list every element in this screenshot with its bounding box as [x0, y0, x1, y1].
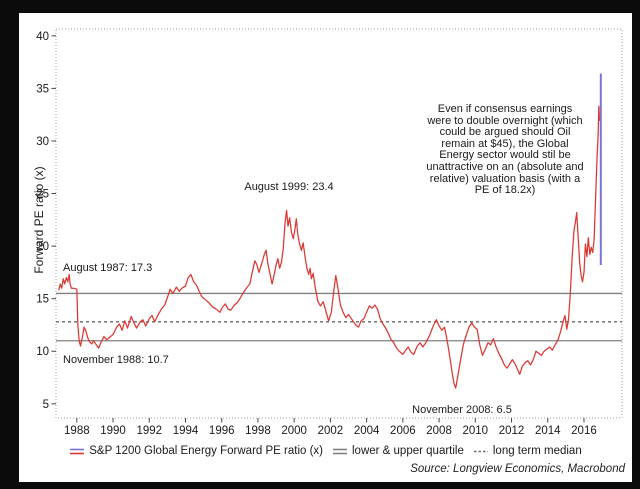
plot-area: 5 10 15 20 25 30 35 40 1988 1990 1992 1994 1996 1998 2…	[36, 28, 623, 437]
svg-text:25: 25	[36, 189, 49, 201]
legend-label-median: long term median	[492, 445, 582, 457]
quartile-lines-icon	[333, 448, 347, 454]
svg-text:2004: 2004	[354, 425, 380, 437]
annotation-november-1988: November 1988: 10.7	[63, 354, 169, 366]
svg-text:2006: 2006	[390, 425, 416, 437]
svg-text:35: 35	[36, 83, 49, 95]
svg-text:1988: 1988	[64, 425, 90, 437]
svg-text:40: 40	[36, 31, 49, 43]
svg-text:2008: 2008	[426, 425, 452, 437]
svg-text:1990: 1990	[100, 425, 126, 437]
svg-text:30: 30	[36, 136, 49, 148]
svg-text:1998: 1998	[245, 425, 271, 437]
legend-item-series: S&P 1200 Global Energy Forward PE ratio …	[69, 445, 323, 457]
svg-text:2014: 2014	[535, 425, 561, 437]
svg-text:10: 10	[36, 346, 49, 358]
annotation-november-2008: November 2008: 6.5	[412, 404, 512, 416]
svg-text:2010: 2010	[462, 425, 488, 437]
svg-text:2016: 2016	[571, 425, 597, 437]
annotation-august-1999: August 1999: 23.4	[244, 181, 334, 193]
legend-item-quartiles: lower & upper quartile	[332, 445, 464, 457]
svg-text:5: 5	[43, 399, 49, 411]
svg-text:2012: 2012	[499, 425, 525, 437]
legend-label-series: S&P 1200 Global Energy Forward PE ratio …	[89, 445, 323, 457]
annotation-august-1987: August 1987: 17.3	[63, 262, 153, 274]
source-credit: Source: Longview Economics, Macrobond	[410, 463, 625, 475]
legend-item-median: long term median	[473, 445, 582, 457]
svg-text:20: 20	[36, 241, 49, 253]
svg-text:2002: 2002	[318, 425, 344, 437]
legend: S&P 1200 Global Energy Forward PE ratio …	[19, 445, 632, 457]
median-dash-icon	[473, 450, 488, 452]
y-axis-title: Forward PE ratio (x)	[32, 166, 46, 274]
series-line-icon	[70, 448, 85, 454]
svg-text:1996: 1996	[209, 425, 235, 437]
svg-text:1992: 1992	[136, 425, 162, 437]
annotation-commentary: Even if consensus earnings were to doubl…	[426, 103, 584, 197]
legend-label-quartiles: lower & upper quartile	[352, 445, 464, 457]
chart-panel: 5 10 15 20 25 30 35 40 1988 1990 1992 1994 1996 1998 2…	[19, 13, 632, 482]
svg-text:2000: 2000	[281, 425, 307, 437]
svg-text:15: 15	[36, 294, 49, 306]
svg-text:1994: 1994	[173, 425, 199, 437]
